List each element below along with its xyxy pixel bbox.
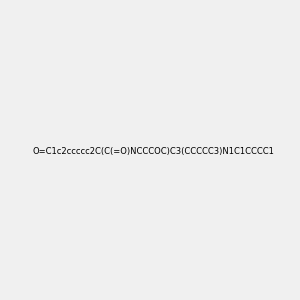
Text: O=C1c2ccccc2C(C(=O)NCCCOC)C3(CCCCC3)N1C1CCCC1: O=C1c2ccccc2C(C(=O)NCCCOC)C3(CCCCC3)N1C1…: [33, 147, 275, 156]
